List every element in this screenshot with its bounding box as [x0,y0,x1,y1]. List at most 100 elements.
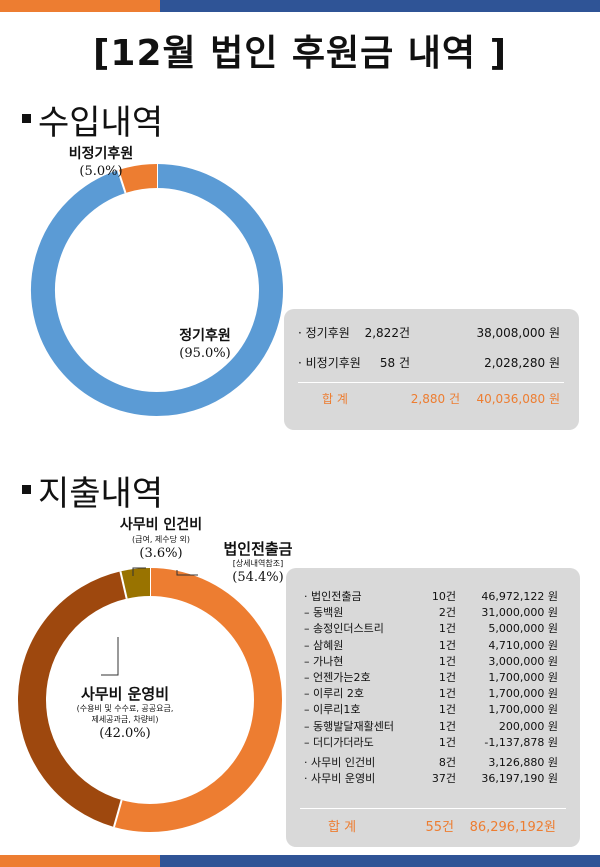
regular-label-name: 정기후원 [179,328,231,344]
income-heading-text: 수입내역 [38,103,164,143]
expense-row-name: – 이루리1호 [304,703,361,717]
expense-row-amount: 36,197,190 원 [481,772,558,786]
income-donut-chart [31,164,283,416]
slice-separator [113,799,123,828]
ops-leader-line [101,637,119,676]
income-heading: 수입내역 [22,95,163,144]
income-total-amount: 40,036,080 원 [476,392,560,406]
expense-row: · 법인전출금 10건 46,972,122 원 [304,588,566,604]
expense-row-name: – 삼혜원 [304,638,344,652]
income-total-label: 합 계 [322,392,348,406]
expense-row: – 이루리 2호 1건 1,700,000 원 [304,685,566,701]
expense-row-amount: 3,126,880 원 [488,756,558,769]
expense-donut-chart [18,568,282,832]
top-stripe [0,0,600,12]
ops-label-name: 사무비 운영비 [80,685,170,703]
income-row-name: · 비정기후원 [298,356,361,370]
expense-row-count: 2건 [438,606,456,620]
expense-row-name: – 언젠가는2호 [304,671,371,684]
expense-row-name: · 사무비 인건비 [304,756,376,769]
expense-row-amount: 1,700,000 원 [488,703,558,717]
income-row-amount: 2,028,280 원 [484,356,560,370]
expense-total-label: 합 계 [328,820,357,835]
slice-operations [18,571,127,827]
income-total-count: 2,880 건 [410,392,460,406]
expense-row: – 동행발달재활센터 1건 200,000 원 [304,718,566,734]
transfer-label-name: 법인전출금 [223,540,293,558]
page-title: [12월 법인 후원금 내역 ] [92,33,508,74]
expense-summary-panel: · 법인전출금 10건 46,972,122 원 – 동백원 2건 31,000,000 … [286,568,580,847]
transfer-label: 법인전출금 [상세내역참조] (54.4%) [208,541,308,586]
ops-label-note1: (수용비 및 수수료, 공공요금, [76,704,174,713]
staff-label-name: 사무비 인건비 [119,517,203,533]
expense-divider [300,808,566,809]
expense-row-count: 1건 [438,687,456,701]
expense-row-name: – 이루리 2호 [304,687,364,701]
slice-separator [117,169,127,194]
expense-row-count: 8건 [438,756,456,769]
irregular-label: 비정기후원 (5.0%) [36,146,166,180]
expense-row: – 더디가더라도 1건 -1,137,878 원 [304,734,566,750]
expense-row-amount: -1,137,878 원 [484,735,558,749]
income-summary-panel: · 정기후원 2,822건 38,008,000 원 · 비정기후원 58 건 … [284,309,579,430]
expense-row-count: 37건 [431,772,456,786]
slice-staff [120,568,151,599]
expense-row-count: 1건 [438,719,456,733]
slice-separator [119,571,128,599]
transfer-leader-line [176,570,198,576]
expense-row-amount: 5,000,000 원 [488,622,558,636]
expense-row-amount: 46,972,122 원 [481,590,558,603]
expense-row-count: 1건 [438,671,456,684]
expense-row-count: 1건 [438,654,456,668]
expense-row: – 삼혜원 1건 4,710,000 원 [304,637,566,653]
expense-total-amount: 86,296,192원 [469,820,556,835]
expense-row-name: – 더디가더라도 [304,735,374,749]
expense-row-name: – 송정인더스트리 [304,622,384,636]
regular-label-pct: (95.0%) [179,346,231,361]
expense-row-amount: 200,000 원 [498,719,558,733]
expense-row-count: 1건 [438,735,456,749]
expense-row: – 가나현 1건 3,000,000 원 [304,653,566,669]
income-row-count: 2,822건 [364,326,410,340]
expense-row-name: · 법인전출금 [304,590,362,603]
expense-row: · 사무비 인건비 8건 3,126,880 원 [304,754,566,770]
ops-label-note2: 제세공과금, 차량비) [91,715,159,724]
income-row-name: · 정기후원 [298,326,350,340]
expense-row: – 송정인더스트리 1건 5,000,000 원 [304,620,566,636]
expense-row-count: 1건 [438,703,456,717]
expense-heading-text: 지출내역 [38,474,164,514]
slice-irregular [118,164,158,194]
expense-row: – 이루리1호 1건 1,700,000 원 [304,701,566,717]
irregular-label-pct: (5.0%) [79,164,123,179]
ops-label: 사무비 운영비 (수용비 및 수수료, 공공요금, 제세공과금, 차량비) (4… [55,686,195,742]
expense-row-count: 10건 [431,590,456,603]
staff-label-note: (급여, 제수당 외) [131,535,191,544]
expense-row-amount: 4,710,000 원 [488,638,558,652]
expense-heading: 지출내역 [22,466,163,515]
income-divider [298,382,564,383]
expense-row-amount: 3,000,000 원 [488,654,558,668]
expense-row-name: · 사무비 운영비 [304,772,376,786]
income-row: · 정기후원 2,822건 38,008,000 원 [298,324,568,341]
expense-row-name: – 동백원 [304,606,344,620]
staff-leader-line [132,567,146,576]
slice-regular [31,164,283,416]
expense-row: · 사무비 운영비 37건 36,197,190 원 [304,770,566,786]
expense-row-amount: 1,700,000 원 [488,687,558,701]
staff-label-pct: (3.6%) [139,546,183,561]
expense-row: – 언젠가는2호 1건 1,700,000 원 [304,669,566,685]
expense-row: – 동백원 2건 31,000,000 원 [304,604,566,620]
income-row-amount: 38,008,000 원 [476,326,560,340]
income-row-count: 58 건 [379,356,410,370]
expense-row-name: – 동행발달재활센터 [304,719,394,733]
expense-row-amount: 1,700,000 원 [488,671,558,684]
income-row: · 비정기후원 58 건 2,028,280 원 [298,354,568,371]
bottom-stripe [0,855,600,867]
regular-label: 정기후원 (95.0%) [150,328,260,362]
expense-row-amount: 31,000,000 원 [481,606,558,620]
expense-total-count: 55건 [425,820,454,835]
ops-label-pct: (42.0%) [99,726,151,741]
expense-row-count: 1건 [438,622,456,636]
staff-label: 사무비 인건비 (급여, 제수당 외) (3.6%) [96,517,226,562]
